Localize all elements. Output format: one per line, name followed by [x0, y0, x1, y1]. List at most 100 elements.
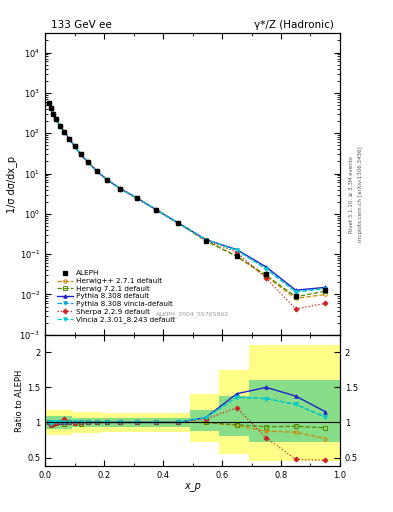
Sherpa 2.2.9 default — [153, 206, 158, 212]
Text: γ*/Z (Hadronic): γ*/Z (Hadronic) — [254, 19, 334, 30]
Herwig 7.2.1 default — [78, 151, 83, 157]
ALEPH — [264, 271, 269, 277]
Sherpa 2.2.9 default — [54, 116, 59, 122]
Pythia 8.308 default — [293, 287, 298, 293]
Pythia 8.308 default — [204, 237, 208, 243]
Sherpa 2.2.9 default — [51, 111, 56, 117]
Herwig++ 2.7.1 default — [293, 295, 298, 302]
Line: Pythia 8.308 default: Pythia 8.308 default — [47, 101, 327, 292]
Sherpa 2.2.9 default — [234, 249, 239, 255]
Herwig 7.2.1 default — [176, 220, 180, 226]
Herwig 7.2.1 default — [49, 105, 53, 111]
Sherpa 2.2.9 default — [105, 177, 109, 183]
Text: Rivet 3.1.10, ≥ 3.3M events: Rivet 3.1.10, ≥ 3.3M events — [349, 156, 354, 233]
Vincia 2.3.01_8.243 default — [86, 159, 90, 165]
Herwig 7.2.1 default — [118, 186, 123, 192]
Pythia 8.308 default — [51, 111, 56, 117]
Pythia 8.308 vincia-default — [51, 111, 56, 117]
Herwig++ 2.7.1 default — [204, 238, 208, 244]
Herwig 7.2.1 default — [86, 159, 90, 165]
Herwig++ 2.7.1 default — [234, 253, 239, 260]
Pythia 8.308 default — [78, 151, 83, 157]
ALEPH — [204, 238, 208, 244]
ALEPH — [86, 159, 90, 165]
Pythia 8.308 vincia-default — [234, 247, 239, 253]
Herwig 7.2.1 default — [153, 206, 158, 212]
ALEPH — [72, 143, 77, 149]
Pythia 8.308 default — [323, 284, 328, 290]
Pythia 8.308 default — [54, 116, 59, 122]
Vincia 2.3.01_8.243 default — [176, 220, 180, 226]
Text: mcplots.cern.ch [arXiv:1306.3436]: mcplots.cern.ch [arXiv:1306.3436] — [358, 147, 363, 242]
Vincia 2.3.01_8.243 default — [105, 177, 109, 183]
Vincia 2.3.01_8.243 default — [323, 286, 328, 292]
Line: Pythia 8.308 vincia-default: Pythia 8.308 vincia-default — [47, 101, 327, 293]
Pythia 8.308 vincia-default — [293, 289, 298, 295]
Herwig++ 2.7.1 default — [51, 111, 56, 117]
Pythia 8.308 vincia-default — [323, 286, 328, 292]
Pythia 8.308 vincia-default — [105, 177, 109, 183]
Y-axis label: 1/σ dσ/dx_p: 1/σ dσ/dx_p — [6, 156, 17, 212]
ALEPH — [134, 195, 139, 201]
Pythia 8.308 vincia-default — [153, 206, 158, 212]
Pythia 8.308 default — [176, 220, 180, 226]
Vincia 2.3.01_8.243 default — [67, 136, 72, 142]
Pythia 8.308 default — [86, 159, 90, 165]
Herwig 7.2.1 default — [234, 253, 239, 259]
Line: Herwig++ 2.7.1 default: Herwig++ 2.7.1 default — [47, 101, 327, 300]
Text: 133 GeV ee: 133 GeV ee — [51, 19, 112, 30]
Vincia 2.3.01_8.243 default — [78, 151, 83, 157]
Sherpa 2.2.9 default — [67, 136, 72, 142]
Text: ALEPH_2004_S5765862: ALEPH_2004_S5765862 — [156, 311, 229, 316]
Herwig++ 2.7.1 default — [67, 136, 72, 142]
ALEPH — [54, 116, 59, 122]
Line: Herwig 7.2.1 default: Herwig 7.2.1 default — [47, 101, 327, 298]
Sherpa 2.2.9 default — [78, 151, 83, 157]
Herwig 7.2.1 default — [204, 238, 208, 244]
Line: Vincia 2.3.01_8.243 default: Vincia 2.3.01_8.243 default — [47, 101, 327, 293]
Herwig++ 2.7.1 default — [54, 116, 59, 122]
Sherpa 2.2.9 default — [118, 186, 123, 192]
Herwig 7.2.1 default — [105, 177, 109, 183]
Vincia 2.3.01_8.243 default — [58, 122, 62, 129]
Pythia 8.308 vincia-default — [62, 129, 67, 135]
Herwig 7.2.1 default — [264, 272, 269, 279]
Sherpa 2.2.9 default — [293, 306, 298, 312]
Sherpa 2.2.9 default — [134, 195, 139, 201]
Sherpa 2.2.9 default — [72, 143, 77, 149]
Pythia 8.308 default — [134, 195, 139, 201]
Pythia 8.308 default — [49, 105, 53, 111]
Pythia 8.308 vincia-default — [49, 105, 53, 111]
Herwig 7.2.1 default — [323, 288, 328, 294]
Herwig++ 2.7.1 default — [62, 129, 67, 135]
Herwig++ 2.7.1 default — [72, 143, 77, 149]
Herwig 7.2.1 default — [58, 122, 62, 129]
ALEPH — [62, 129, 67, 135]
Pythia 8.308 vincia-default — [78, 151, 83, 157]
Pythia 8.308 vincia-default — [46, 100, 51, 106]
Vincia 2.3.01_8.243 default — [46, 100, 51, 106]
Pythia 8.308 default — [58, 122, 62, 129]
Pythia 8.308 default — [118, 186, 123, 192]
Herwig 7.2.1 default — [51, 111, 56, 117]
Herwig++ 2.7.1 default — [86, 159, 90, 165]
Pythia 8.308 vincia-default — [67, 136, 72, 142]
Sherpa 2.2.9 default — [49, 105, 53, 111]
Herwig 7.2.1 default — [72, 143, 77, 149]
Herwig 7.2.1 default — [46, 100, 51, 106]
Pythia 8.308 default — [72, 143, 77, 149]
Pythia 8.308 vincia-default — [58, 122, 62, 129]
Sherpa 2.2.9 default — [46, 100, 51, 106]
Herwig 7.2.1 default — [293, 294, 298, 300]
Y-axis label: Ratio to ALEPH: Ratio to ALEPH — [15, 369, 24, 432]
Herwig++ 2.7.1 default — [105, 177, 109, 183]
Vincia 2.3.01_8.243 default — [62, 129, 67, 135]
Pythia 8.308 default — [153, 206, 158, 212]
Pythia 8.308 default — [105, 177, 109, 183]
Sherpa 2.2.9 default — [204, 237, 208, 243]
Pythia 8.308 default — [62, 129, 67, 135]
ALEPH — [58, 122, 62, 129]
ALEPH — [323, 287, 328, 293]
Vincia 2.3.01_8.243 default — [72, 143, 77, 149]
ALEPH — [118, 186, 123, 192]
